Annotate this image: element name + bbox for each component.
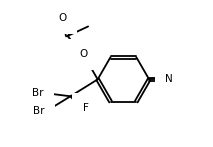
Text: F: F	[83, 103, 89, 113]
Text: Br: Br	[33, 106, 45, 116]
Text: N: N	[165, 74, 173, 84]
Text: O: O	[58, 13, 66, 23]
Text: Br: Br	[32, 88, 43, 98]
Text: O: O	[80, 49, 88, 59]
